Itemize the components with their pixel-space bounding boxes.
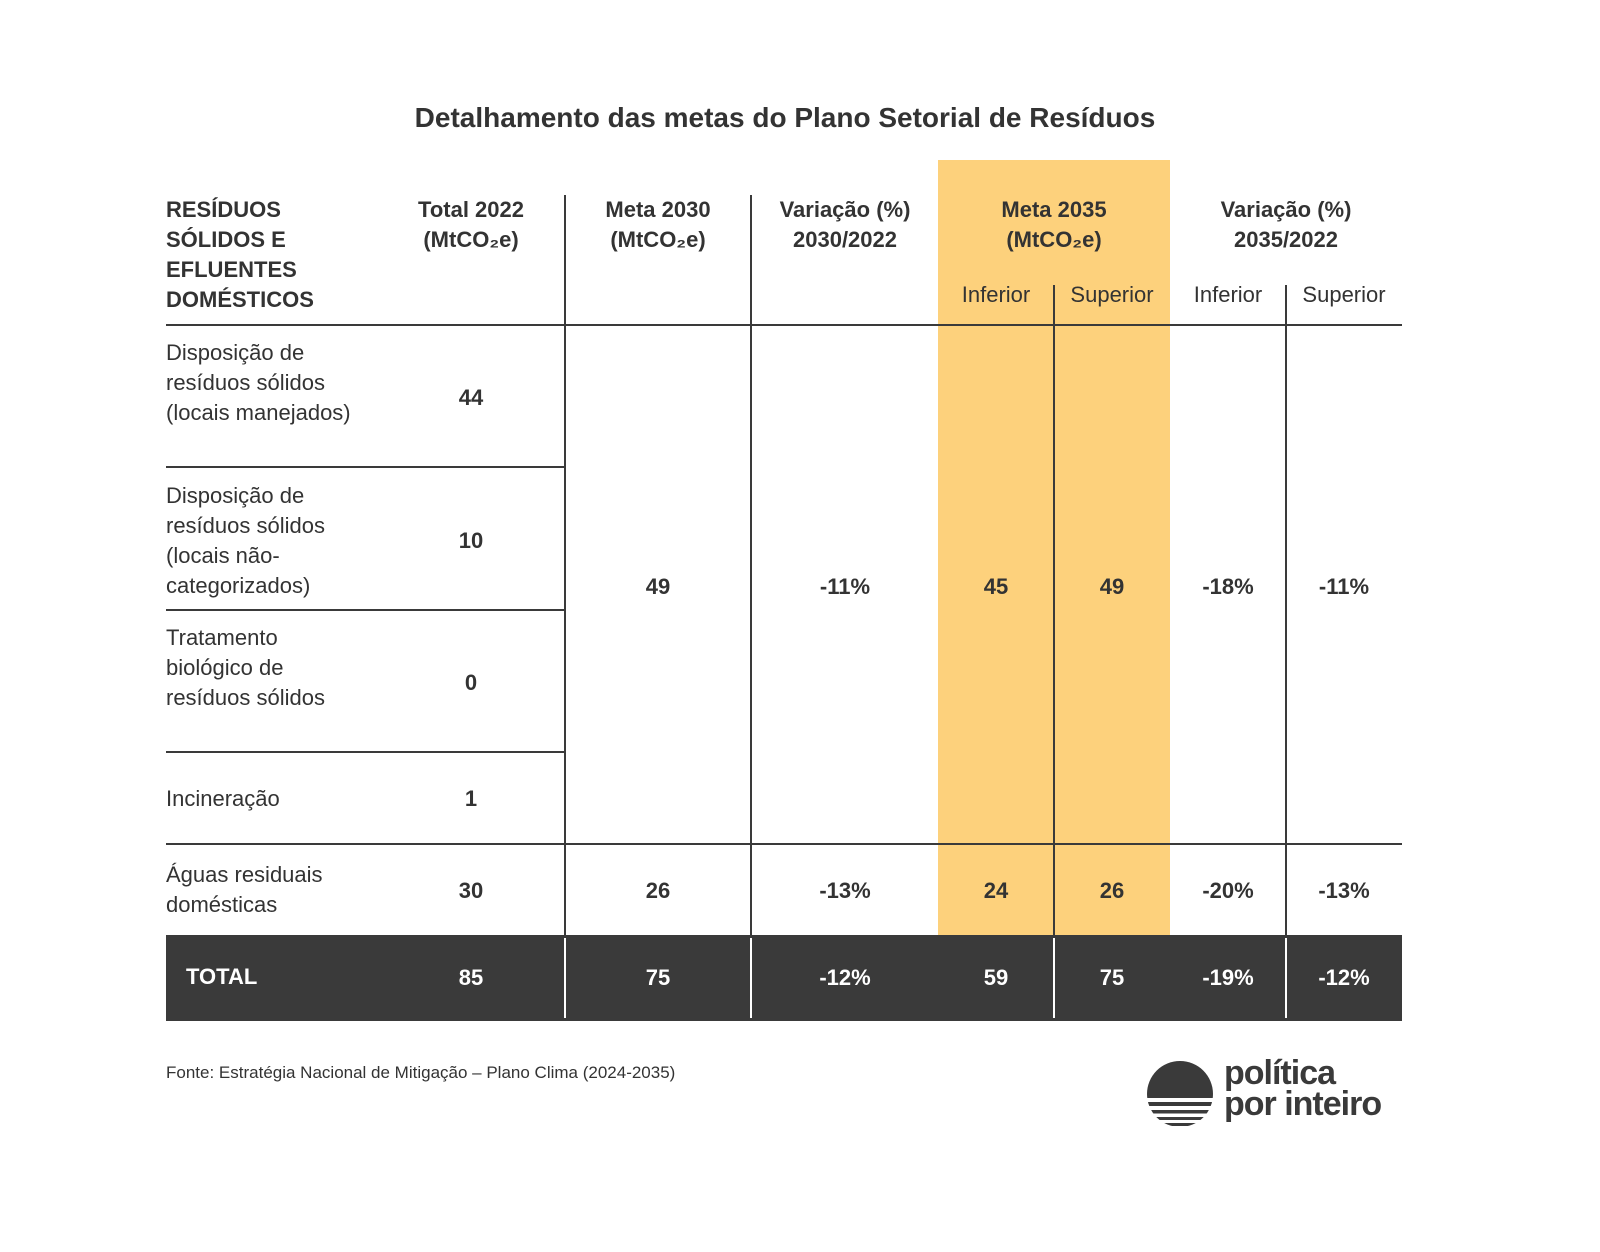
row-label: Incineração [166, 786, 280, 811]
header-line: Variação (%) [779, 197, 911, 222]
column-divider [750, 938, 752, 1018]
column-divider [564, 938, 566, 1018]
meta-2035-header: Meta 2035 (MtCO₂e) [1001, 195, 1106, 255]
header-line: 2030/2022 [793, 227, 897, 252]
total-var-2035-superior: -12% [1318, 965, 1370, 990]
column-divider [1053, 938, 1055, 1018]
header-unit: (MtCO₂e) [423, 227, 519, 252]
total-meta-2035-superior: 75 [1099, 965, 1125, 990]
var-2030-header: Variação (%) 2030/2022 [780, 195, 911, 255]
category-header: RESÍDUOS SÓLIDOS E EFLUENTES DOMÉSTICOS [166, 197, 314, 312]
header-line: Total 2022 [418, 197, 524, 222]
cell-total-2022: 1 [464, 786, 478, 811]
header-unit: (MtCO₂e) [1006, 227, 1102, 252]
header-line: Meta 2035 [1001, 197, 1107, 222]
cell-meta-2030: 49 [645, 574, 671, 599]
cell-meta-2035-superior: 49 [1099, 574, 1125, 599]
cell-total-2022: 10 [458, 528, 484, 553]
total-var-2035-inferior: -19% [1202, 965, 1254, 990]
logo [1146, 1060, 1214, 1133]
total-meta-2035-inferior: 59 [983, 965, 1009, 990]
cell-total-2022: 44 [458, 385, 484, 410]
column-divider [1285, 285, 1287, 935]
column-divider [564, 195, 566, 935]
cell-meta-2030: 26 [645, 878, 671, 903]
sun-logo-icon [1147, 1061, 1213, 1126]
cell-var-2035-superior: -11% [1318, 574, 1370, 599]
subheader-superior: Superior [1070, 282, 1154, 307]
total-meta-2030: 75 [645, 965, 671, 990]
logo-line: por inteiro [1224, 1085, 1382, 1123]
cell-total-2022: 30 [458, 878, 484, 903]
row-label: Disposição de resíduos sólidos (locais n… [166, 483, 325, 598]
row-label: Tratamento biológico de resíduos sólidos [166, 625, 325, 710]
subheader-inferior: Inferior [1193, 282, 1263, 307]
cell-var-2030: -13% [819, 878, 871, 903]
header-unit: (MtCO₂e) [610, 227, 706, 252]
cell-var-2035-inferior: -18% [1202, 574, 1254, 599]
total-var-2030: -12% [819, 965, 871, 990]
column-divider [750, 195, 752, 935]
cell-meta-2035-inferior: 24 [983, 878, 1009, 903]
row-divider [166, 609, 565, 611]
logo-text: política por inteiro [1224, 1054, 1382, 1123]
row-label: Disposição de resíduos sólidos (locais m… [166, 340, 351, 425]
column-divider [1053, 285, 1055, 935]
source-note: Fonte: Estratégia Nacional de Mitigação … [166, 1063, 676, 1082]
cell-total-2022: 0 [464, 670, 478, 695]
subheader-superior: Superior [1302, 282, 1386, 307]
total-2022-header: Total 2022 (MtCO₂e) [418, 195, 524, 255]
total-2022: 85 [458, 965, 484, 990]
header-line: Meta 2030 [605, 197, 711, 222]
header-line: Variação (%) [1220, 197, 1352, 222]
total-label: TOTAL [186, 964, 258, 989]
subheader-inferior: Inferior [961, 282, 1031, 307]
meta-2030-header: Meta 2030 (MtCO₂e) [605, 195, 710, 255]
cell-var-2035-superior: -13% [1318, 878, 1370, 903]
cell-var-2035-inferior: -20% [1202, 878, 1254, 903]
row-label: Águas residuais domésticas [166, 862, 323, 917]
logo-line: política [1224, 1054, 1336, 1092]
chart-title: Detalhamento das metas do Plano Setorial… [414, 102, 1156, 133]
header-line: 2035/2022 [1234, 227, 1338, 252]
row-divider [166, 751, 565, 753]
header-divider [166, 324, 1402, 326]
var-2035-header: Variação (%) 2035/2022 [1221, 195, 1352, 255]
cell-var-2030: -11% [819, 574, 871, 599]
row-divider [166, 466, 565, 468]
row-divider [166, 843, 1402, 845]
column-divider [1285, 938, 1287, 1018]
total-row-background [166, 935, 1402, 1021]
cell-meta-2035-superior: 26 [1099, 878, 1125, 903]
cell-meta-2035-inferior: 45 [983, 574, 1009, 599]
